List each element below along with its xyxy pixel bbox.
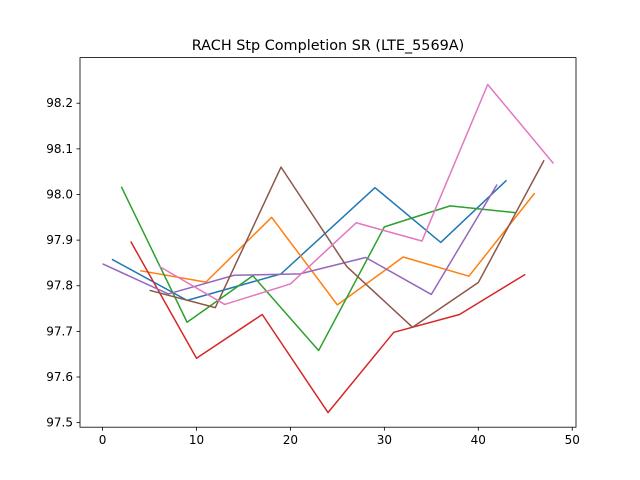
- x-tick-label: 0: [99, 433, 107, 447]
- y-tick-label: 97.6: [46, 370, 73, 384]
- series-line-1: [111, 179, 507, 302]
- y-tick-label: 97.8: [46, 279, 73, 293]
- x-axis: 0 10 20 30 40 50: [99, 427, 580, 447]
- x-tick-label: 30: [377, 433, 392, 447]
- x-tick-label: 20: [283, 433, 298, 447]
- series-line-3: [120, 186, 516, 352]
- x-tick-label: 10: [189, 433, 204, 447]
- y-tick-label: 98.0: [46, 187, 73, 201]
- chart-title: RACH Stp Completion SR (LTE_5569A): [192, 38, 464, 54]
- series-line-7: [158, 83, 555, 306]
- series-line-6: [149, 159, 545, 329]
- x-tick-label: 50: [565, 433, 580, 447]
- series-line-2: [139, 192, 536, 306]
- y-tick-label: 98.2: [46, 96, 73, 110]
- y-tick-label: 97.9: [46, 233, 73, 247]
- x-tick-label: 40: [471, 433, 486, 447]
- series-line-5: [102, 184, 498, 296]
- y-tick-label: 97.5: [46, 416, 73, 430]
- series-line-4: [130, 241, 526, 414]
- y-tick-label: 98.1: [46, 142, 73, 156]
- series-layer: [102, 83, 555, 414]
- y-axis: 97.5 97.6 97.7 97.8 97.9 98.0 98.1 98.2: [46, 96, 80, 430]
- plot-frame: [79, 57, 577, 428]
- y-tick-label: 97.7: [46, 324, 73, 338]
